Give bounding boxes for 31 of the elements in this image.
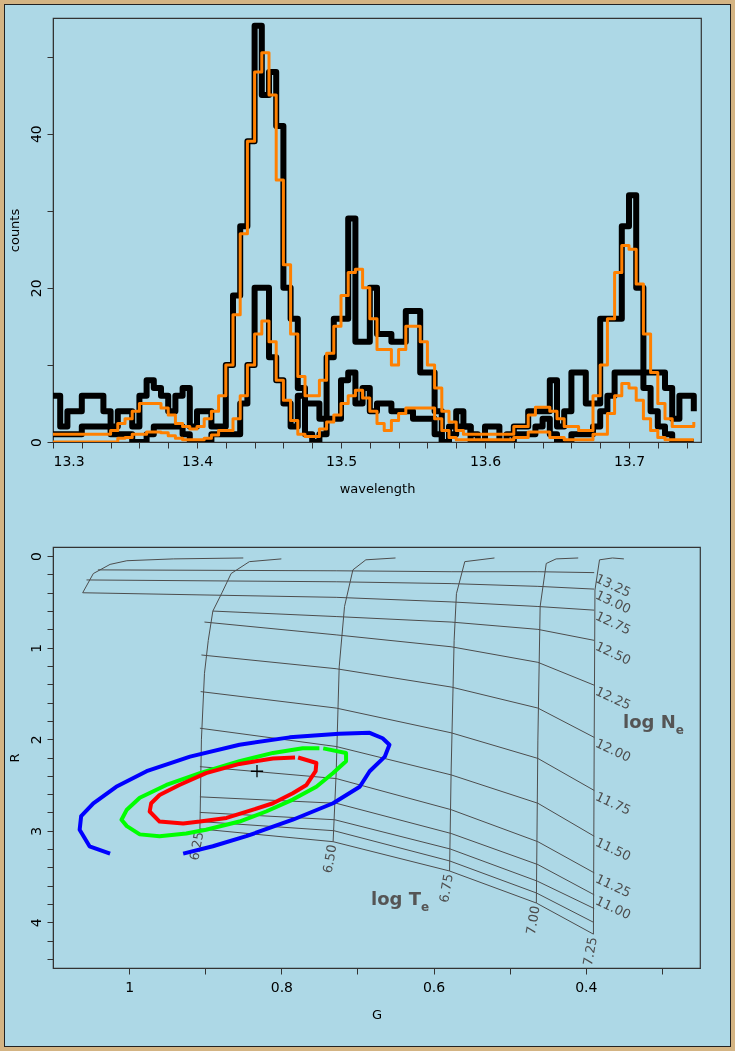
y-tick-label: 40	[27, 125, 44, 144]
y-tick-label: 2	[27, 735, 44, 745]
y-tick-label: 4	[27, 918, 44, 928]
x-tick-label: 1	[125, 978, 135, 995]
y-tick-label: 3	[27, 826, 44, 836]
x-tick-label: 13.6	[469, 452, 502, 469]
text: 6.75	[436, 872, 456, 904]
y-tick-label: 0	[27, 552, 44, 562]
x-axis-title: wavelength	[339, 480, 416, 496]
y-tick-label: 0	[27, 438, 44, 447]
text: 6.25	[186, 830, 207, 862]
y-axis-title: R	[6, 753, 22, 763]
text: 12.00	[593, 735, 634, 765]
y-axis-title: counts	[6, 208, 22, 253]
x-tick-label: 0.4	[575, 978, 598, 995]
x-tick-label: 13.4	[181, 452, 214, 469]
text: 7.00	[522, 904, 543, 936]
text: 12.50	[593, 638, 634, 668]
text: 12.25	[593, 683, 634, 713]
y-tick-label: 20	[27, 279, 44, 298]
x-tick-label: 0.8	[270, 978, 293, 995]
text: 7.25	[580, 935, 600, 967]
x-tick-label: 13.5	[325, 452, 358, 469]
text: 6.50	[319, 843, 340, 875]
x-tick-label: 13.3	[53, 452, 85, 469]
x-tick-label: 13.7	[613, 452, 646, 469]
text: 11.50	[593, 834, 634, 864]
x-axis-title: G	[371, 1006, 383, 1022]
x-tick-label: 0.6	[422, 978, 446, 995]
text: 11.75	[593, 788, 634, 818]
y-tick-label: 1	[27, 643, 44, 653]
